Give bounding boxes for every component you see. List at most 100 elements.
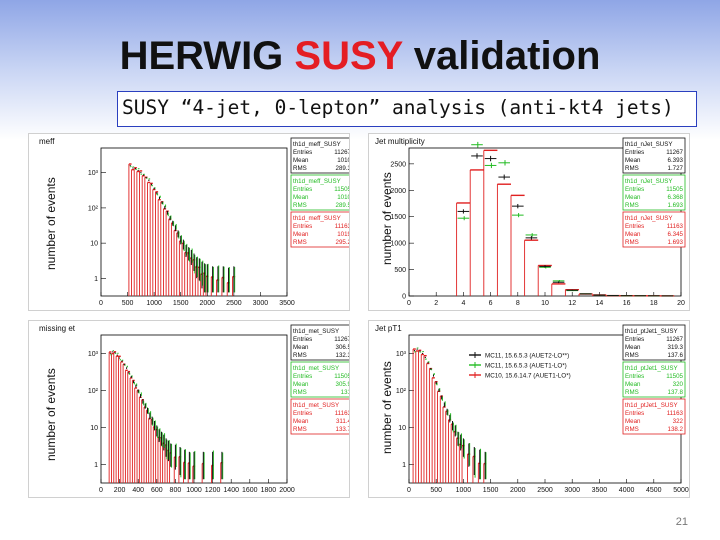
x-tick-label: 500	[430, 487, 442, 494]
stats-name: th1d_nJet_SUSY	[625, 141, 672, 148]
x-tick-label: 2000	[510, 487, 526, 494]
x-tick-label: 1800	[261, 487, 277, 494]
stats-name: th1d_nJet_SUSY	[625, 178, 672, 185]
chart-panel-missing-et: missing et 0 200 400 600 800 1000 1200 1400 1600 1…	[28, 320, 350, 498]
stats-rms-label: RMS	[625, 165, 639, 172]
stats-mean-label: Mean	[293, 381, 309, 388]
chart-panel-jet-pt1: Jet pT1 0 500 1000 1500 2000 2500 3000 3500 4000 4…	[368, 320, 690, 498]
stats-mean-label: Mean	[625, 157, 641, 164]
x-tick-label: 1000	[146, 300, 162, 307]
y-tick-label: 10²	[88, 205, 99, 212]
stats-entries-label: Entries	[625, 186, 644, 193]
stats-name: th1d_nJet_SUSY	[625, 215, 672, 222]
stats-rms-label: RMS	[625, 426, 639, 433]
stats-entries-label: Entries	[625, 223, 644, 230]
stats-mean: 1019	[337, 231, 349, 238]
stats-rms-label: RMS	[625, 352, 639, 359]
stats-mean-label: Mean	[625, 344, 641, 351]
stats-entries-label: Entries	[625, 149, 644, 156]
x-tick-label: 8	[516, 300, 520, 307]
x-tick-label: 1200	[205, 487, 221, 494]
stats-entries: 11267	[334, 149, 349, 156]
x-tick-label: 1400	[223, 487, 239, 494]
x-tick-label: 1600	[242, 487, 258, 494]
stats-rms-label: RMS	[293, 389, 307, 396]
stats-rms: 289.3	[336, 165, 349, 172]
stats-rms-label: RMS	[293, 426, 307, 433]
stats-entries-label: Entries	[293, 336, 312, 343]
stats-rms-label: RMS	[625, 239, 639, 246]
stats-box	[622, 211, 686, 248]
jet-multiplicity-chart: Jet multiplicity 0 2 4 6 8 10 12 14 16 18 20 0 500 100…	[375, 137, 686, 307]
stats-entries: 11163	[335, 410, 349, 417]
stats-name: th1d_met_SUSY	[293, 365, 339, 372]
stats-rms: 1.727	[668, 165, 684, 172]
missing-et-chart: missing et0 200 400 600 800 1000 1200 1400 1600 1…	[39, 324, 349, 494]
x-tick-label: 14	[596, 300, 604, 307]
slide-title: HERWIG SUSY validation	[119, 34, 601, 78]
stats-mean-label: Mean	[625, 381, 641, 388]
y-tick-label: 10²	[88, 388, 99, 395]
stats-mean: 306.5	[336, 344, 349, 351]
stats-mean-label: Mean	[293, 418, 309, 425]
stats-entries-label: Entries	[625, 373, 644, 380]
legend-label: MC11, 15.6.5.3 (AUET1-LO*)	[485, 363, 567, 370]
stats-mean-label: Mean	[293, 231, 309, 238]
stats-box	[622, 137, 686, 174]
stats-entries-label: Entries	[625, 336, 644, 343]
slide-subtitle: SUSY “4-jet, 0-lepton” analysis (anti-kt…	[122, 96, 674, 119]
x-tick-label: 3000	[253, 300, 269, 307]
x-tick-label: 4	[461, 300, 465, 307]
stats-mean: 305.9	[336, 381, 349, 388]
y-axis-label-jet-multiplicity: number of events	[380, 172, 394, 265]
stats-rms: 138.2	[668, 426, 684, 433]
stats-rms-label: RMS	[293, 165, 307, 172]
stats-box	[290, 398, 349, 435]
y-tick-label: 10	[90, 425, 98, 432]
chart-panel-jet-multiplicity: Jet multiplicity 0 2 4 6 8 10 12 14 16 18 20 0 500 100…	[368, 133, 690, 311]
y-tick-label: 10³	[396, 351, 407, 358]
x-tick-label: 3000	[564, 487, 580, 494]
chart-title: Jet multiplicity	[375, 137, 425, 146]
stats-name: th1d_meff_SUSY	[293, 215, 341, 222]
y-tick-label: 10	[90, 241, 98, 248]
stats-entries: 11267	[334, 336, 349, 343]
stats-entries: 11267	[666, 336, 683, 343]
stats-name: th1d_ptJet1_SUSY	[625, 328, 678, 335]
x-tick-label: 2500	[226, 300, 242, 307]
stats-mean: 319.3	[668, 344, 684, 351]
x-tick-label: 0	[99, 487, 103, 494]
stats-name: th1d_meff_SUSY	[293, 178, 341, 185]
y-tick-label: 0	[402, 294, 406, 301]
x-tick-label: 4500	[646, 487, 662, 494]
chart-panel-meff: meff 0 500 1000 1500 2000 2500 3000 3500 1 10 10² 10…	[28, 133, 350, 311]
stats-entries: 11163	[335, 223, 349, 230]
x-tick-label: 16	[623, 300, 631, 307]
x-tick-label: 20	[677, 300, 685, 307]
page-number: 21	[675, 516, 688, 528]
stats-entries-label: Entries	[625, 410, 644, 417]
stats-box	[290, 324, 349, 361]
x-tick-label: 2500	[537, 487, 553, 494]
stats-name: th1d_met_SUSY	[293, 402, 339, 409]
stats-name: th1d_met_SUSY	[293, 328, 339, 335]
x-tick-label: 4000	[619, 487, 635, 494]
stats-entries: 11267	[666, 149, 683, 156]
stats-rms: 132.3	[336, 352, 349, 359]
chart-title: missing et	[39, 324, 76, 333]
stats-rms: 1.693	[668, 202, 684, 209]
stats-entries: 11163	[667, 223, 684, 230]
stats-rms-label: RMS	[293, 202, 307, 209]
stats-mean: 311.4	[336, 418, 349, 425]
x-tick-label: 12	[568, 300, 576, 307]
x-tick-label: 1500	[173, 300, 189, 307]
stats-mean: 320	[673, 381, 684, 388]
x-tick-label: 0	[99, 300, 103, 307]
stats-entries-label: Entries	[293, 223, 312, 230]
x-tick-label: 6	[489, 300, 493, 307]
y-tick-label: 10³	[88, 170, 99, 177]
stats-name: th1d_ptJet1_SUSY	[625, 402, 678, 409]
stats-rms: 289.5	[336, 202, 349, 209]
